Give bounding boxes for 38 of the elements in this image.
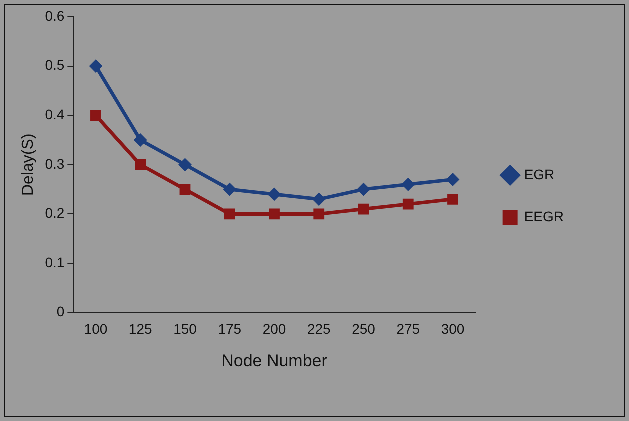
y-tick-label: 0	[56, 304, 65, 320]
y-tick-label: 0.1	[45, 254, 65, 270]
point	[134, 134, 148, 147]
point	[357, 183, 370, 196]
point	[223, 183, 236, 196]
point	[90, 110, 102, 122]
point	[402, 198, 414, 210]
point	[448, 194, 458, 205]
x-tick-label: 125	[128, 321, 152, 338]
point	[89, 60, 102, 73]
y-tick-label: 0.3	[45, 156, 65, 172]
x-tick-label: 200	[262, 321, 286, 338]
point	[178, 158, 192, 172]
x-axis-title: Node Number	[222, 351, 328, 370]
point	[358, 204, 370, 215]
x-tick-label: 150	[174, 321, 198, 338]
y-tick-label: 0.6	[45, 8, 65, 24]
point	[446, 173, 460, 186]
x-tick-label: 225	[307, 321, 332, 338]
x-tick-label: 100	[84, 321, 108, 338]
point	[224, 208, 236, 220]
point	[135, 159, 146, 170]
x-tick-label: 175	[218, 321, 242, 338]
x-tick-label: 250	[352, 321, 376, 338]
y-tick-label: 0.5	[45, 57, 65, 74]
legend-label: EEGR	[524, 208, 564, 224]
point	[402, 178, 415, 192]
x-tick-label: 300	[441, 321, 465, 338]
point	[314, 208, 325, 220]
point	[312, 192, 326, 206]
point	[268, 188, 281, 201]
y-axis-title: Delay(S)	[20, 134, 38, 196]
x-tick-label: 275	[396, 321, 420, 338]
legend-label: EGR	[524, 166, 555, 182]
point	[180, 184, 191, 195]
point	[269, 208, 280, 220]
y-tick-label: 0.4	[45, 106, 65, 122]
y-tick-label: 0.2	[45, 205, 65, 222]
